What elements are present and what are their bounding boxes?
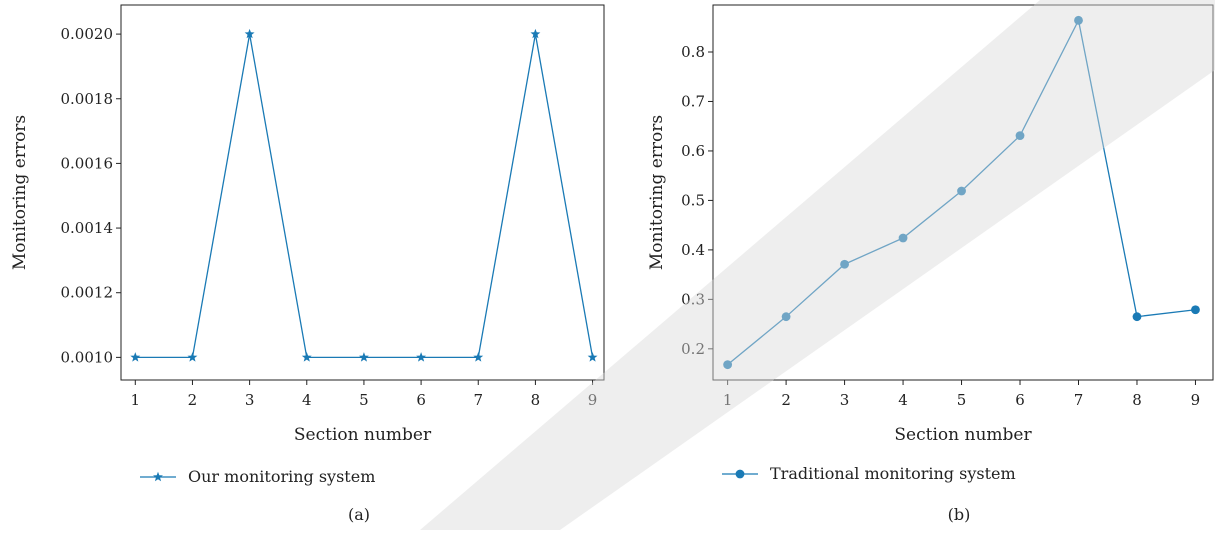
x-tick-label: 2: [781, 391, 791, 409]
y-tick-label: 0.0020: [61, 25, 114, 43]
y-tick-label: 0.6: [681, 142, 705, 160]
x-tick-label: 6: [1015, 391, 1025, 409]
x-tick-label: 6: [416, 391, 426, 409]
data-point: [1015, 131, 1025, 141]
chart-panel-2: 1 2 3 4 5 6 7 8 9 0.2 0.3 0.4 0.5 0.6 0.7 0.8 Section nu…: [647, 4, 1214, 524]
y-tick-label: 0.0014: [61, 219, 114, 237]
y-tick-label: 0.2: [681, 340, 705, 358]
x-tick-label: 3: [840, 391, 850, 409]
data-point: [416, 352, 427, 362]
plot-area-frame: [712, 4, 1214, 381]
y-tick-label: 0.8: [681, 43, 705, 61]
x-tick-label: 7: [473, 391, 483, 409]
y-tick-label: 0.7: [681, 92, 705, 110]
data-point: [781, 312, 791, 322]
data-point: [957, 186, 966, 196]
data-point: [187, 352, 198, 362]
chart-panel-1: 1 2 3 4 5 6 7 8 9 0.0010 0.0012 0.0014 0.0016 0.0018 0…: [10, 4, 605, 524]
data-point: [1132, 312, 1142, 322]
y-axis-label: Monitoring errors: [647, 115, 667, 270]
x-tick-label: 2: [188, 391, 198, 409]
y-tick-label: 0.3: [681, 290, 705, 308]
x-tick-label: 8: [1132, 391, 1142, 409]
y-tick-label: 0.4: [681, 241, 705, 259]
x-tick-label: 1: [723, 391, 733, 409]
legend-label: Traditional monitoring system: [770, 464, 1016, 483]
panel-caption: (b): [948, 505, 971, 524]
x-tick-label: 5: [957, 391, 967, 409]
legend: Traditional monitoring system: [722, 464, 1016, 483]
x-tick-label: 8: [531, 391, 541, 409]
y-tick-label: 0.0010: [61, 348, 114, 366]
y-tick-label: 0.0018: [61, 90, 114, 108]
y-tick-label: 0.0016: [61, 154, 114, 172]
plot-area-frame: [120, 4, 605, 381]
data-point: [898, 233, 908, 243]
data-point: [587, 352, 598, 362]
y-tick-label: 0.0012: [61, 284, 114, 302]
data-point: [840, 259, 849, 269]
x-tick-label: 9: [1191, 391, 1201, 409]
series-line: [135, 33, 594, 359]
x-tick-label: 1: [131, 391, 141, 409]
x-tick-label: 5: [359, 391, 369, 409]
legend-label: Our monitoring system: [188, 467, 375, 486]
data-point: [723, 360, 733, 370]
x-tick-label: 4: [898, 391, 908, 409]
x-tick-label: 4: [302, 391, 312, 409]
panel-caption: (a): [348, 505, 370, 524]
legend: Our monitoring system: [140, 467, 375, 486]
data-point: [130, 352, 141, 362]
data-point: [1191, 305, 1200, 315]
data-point: [244, 28, 255, 39]
legend-marker: [153, 471, 163, 482]
legend-marker: [735, 469, 745, 479]
x-axis-label: Section number: [294, 425, 432, 445]
y-tick-label: 0.5: [681, 191, 705, 209]
y-axis-label: Monitoring errors: [10, 115, 30, 270]
data-point: [530, 28, 541, 39]
data-point: [358, 352, 369, 362]
data-point: [473, 352, 484, 362]
data-point: [1074, 15, 1083, 25]
x-tick-label: 9: [588, 391, 598, 409]
x-axis-label: Section number: [894, 425, 1032, 445]
x-tick-label: 7: [1074, 391, 1084, 409]
x-tick-label: 3: [245, 391, 255, 409]
data-point: [301, 352, 312, 362]
